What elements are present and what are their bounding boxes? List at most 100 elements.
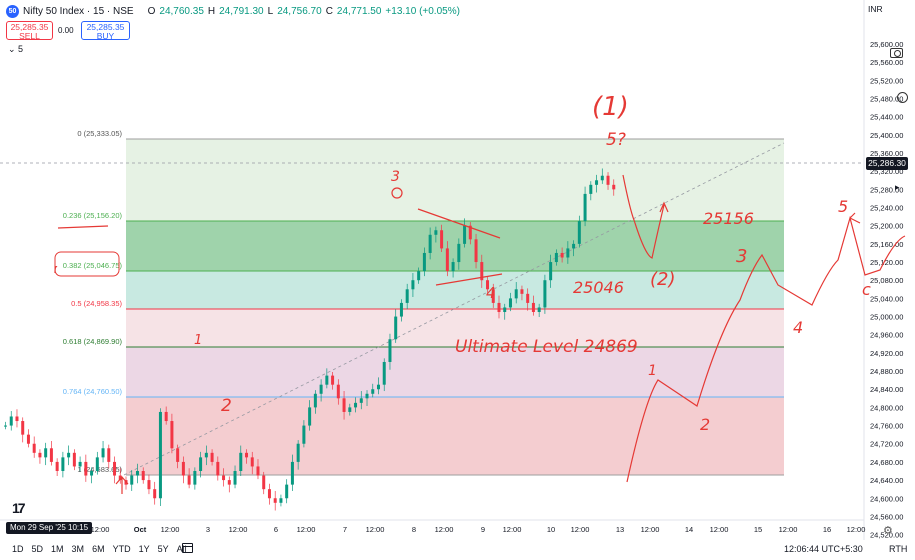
price-axis-label: 24,760.00 (870, 422, 903, 431)
candle-body (394, 316, 398, 340)
range-3m[interactable]: 3M (71, 544, 85, 554)
candle-body (560, 252, 564, 258)
candle-body (176, 448, 180, 462)
candle-body (233, 470, 237, 485)
candle-body (55, 461, 59, 471)
annotation-25046: 25046 (573, 278, 624, 297)
candle-body (422, 252, 426, 272)
candle-body (411, 280, 415, 290)
buy-label: BUY (96, 31, 115, 41)
fib-label: 1 (24,583.65) (77, 465, 122, 474)
candle-body (181, 461, 185, 476)
session-toggle[interactable]: RTH (889, 544, 908, 554)
candle-body (107, 448, 111, 462)
calendar-icon[interactable] (182, 543, 193, 553)
annotation-arrow-5 (849, 212, 861, 224)
time-axis-label: 12:00 (641, 525, 660, 534)
candle-body (457, 243, 461, 263)
candle-body (531, 302, 535, 313)
fib-label: 0.618 (24,869.90) (63, 337, 123, 346)
scroll-right-icon[interactable]: ▸ (895, 182, 900, 192)
circle-icon[interactable] (897, 92, 908, 103)
ohlc-change: +13.10 (+0.05%) (385, 5, 460, 17)
candle-body (84, 461, 88, 476)
sell-price: 25,285.35 (10, 22, 49, 32)
candle-body (365, 393, 369, 399)
candle-body (486, 280, 490, 290)
annotation-wave-1-paren: (1) (592, 92, 629, 122)
time-axis-label: 12:00 (366, 525, 385, 534)
clock: 12:06:44 UTC+5:30 (784, 544, 863, 554)
candle-body (325, 375, 329, 385)
candle-body (566, 248, 570, 258)
currency-label[interactable]: INR (868, 4, 883, 14)
time-axis-label: 16 (823, 525, 831, 534)
candle-body (399, 302, 403, 317)
annotation-proj-two: 2 (700, 415, 710, 434)
candle-body (428, 234, 432, 253)
candle-body (141, 470, 145, 481)
candle-body (296, 443, 300, 462)
annotation-projection-path (626, 215, 906, 483)
spread-value: 0.00 (58, 26, 74, 35)
sell-label: SELL (19, 31, 40, 41)
annotation-ultimate-level: Ultimate Level 24869 (455, 337, 638, 357)
candle-body (537, 307, 541, 313)
range-5d[interactable]: 5D (31, 544, 44, 554)
candle-body (606, 175, 610, 185)
candle-body (222, 475, 226, 481)
time-axis-label: 9 (481, 525, 485, 534)
candle-body (600, 175, 604, 181)
annotation-four: 4 (486, 284, 496, 302)
annotation-wave-path (622, 174, 669, 259)
candle-body (612, 184, 616, 190)
symbol-title[interactable]: Nifty 50 Index · 15 · NSE (23, 5, 134, 17)
price-axis-label: 25,360.00 (870, 149, 903, 158)
range-all[interactable]: All (176, 544, 187, 554)
camera-icon[interactable] (890, 48, 903, 58)
sell-button[interactable]: 25,285.35 SELL (6, 21, 53, 41)
range-6m[interactable]: 6M (92, 544, 105, 554)
candle-body (354, 402, 358, 408)
candle-body (503, 307, 507, 313)
candle-body (417, 271, 421, 281)
gear-icon[interactable]: ⚙ (883, 525, 893, 537)
annotation-circle (391, 187, 403, 199)
annotation-one: 1 (194, 333, 202, 348)
indicator-toggle[interactable]: ⌄ 5 (8, 44, 24, 54)
fib-zone (126, 139, 784, 221)
candle-body (595, 180, 599, 185)
candle-body (78, 461, 82, 467)
range-1y[interactable]: 1Y (138, 544, 150, 554)
symbol-logo-icon: 50 (6, 4, 19, 18)
candle-body (290, 461, 294, 485)
annotation-two: 2 (221, 396, 232, 416)
price-axis-label: 24,600.00 (870, 494, 903, 503)
price-axis-label: 24,960.00 (870, 331, 903, 340)
time-axis-label: 12:00 (779, 525, 798, 534)
time-axis-label: 12:00 (161, 525, 180, 534)
candle-body (158, 411, 162, 499)
annotation-underline-0236 (57, 225, 109, 229)
range-ytd[interactable]: YTD (112, 544, 131, 554)
candle-body (474, 239, 478, 263)
range-1m[interactable]: 1M (51, 544, 64, 554)
annotation-five-question: 5? (606, 130, 626, 150)
annotation-proj-four: 4 (793, 318, 803, 337)
candles-group (4, 168, 616, 511)
fib-zone (126, 221, 784, 271)
buy-button[interactable]: 25,285.35 BUY (81, 21, 130, 41)
price-axis-label: 25,000.00 (870, 313, 903, 322)
candle-body (187, 475, 191, 485)
fib-label: 0.5 (24,958.35) (71, 299, 122, 308)
range-1d[interactable]: 1D (12, 544, 24, 554)
candle-body (245, 452, 249, 458)
fib-label: 0.764 (24,760.50) (63, 387, 123, 396)
range-5y[interactable]: 5Y (157, 544, 169, 554)
price-axis-label: 24,840.00 (870, 385, 903, 394)
candle-body (388, 339, 392, 362)
price-axis-label: 25,160.00 (870, 240, 903, 249)
price-axis-label: 25,040.00 (870, 294, 903, 303)
price-axis-label: 25,600.00 (870, 40, 903, 49)
